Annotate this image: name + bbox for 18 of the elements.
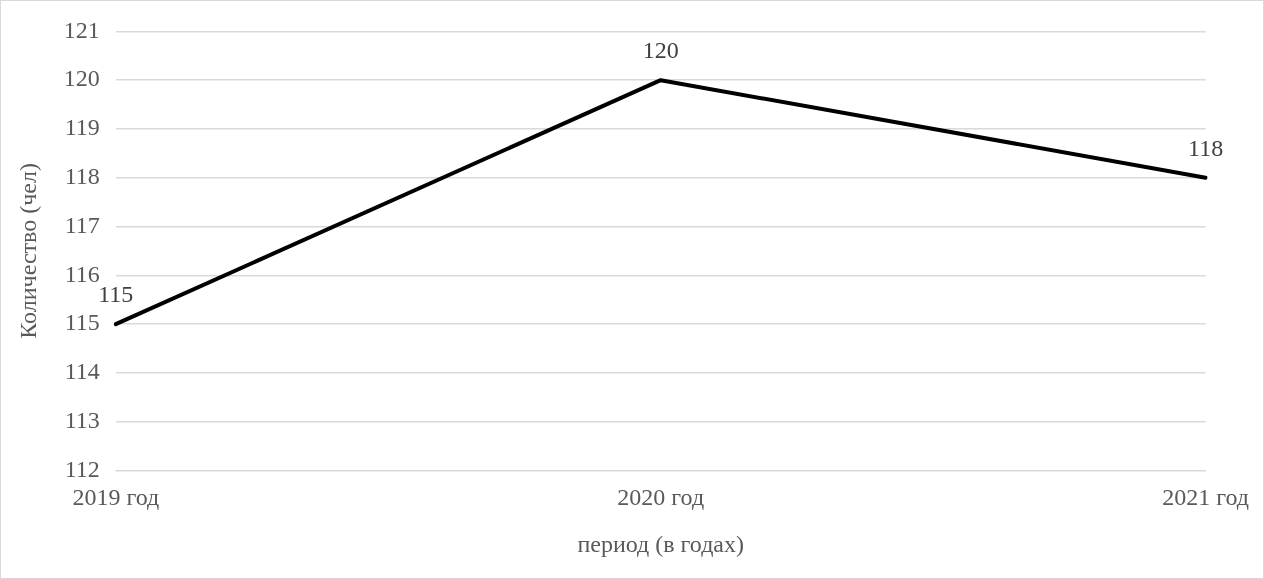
- y-axis-title: Количество (чел): [14, 163, 41, 339]
- y-tick-label: 121: [63, 16, 100, 43]
- y-tick-label: 115: [64, 309, 100, 336]
- x-tick-label: 2021 год: [1162, 484, 1249, 511]
- x-tick-label: 2019 год: [72, 484, 160, 511]
- y-tick-label: 114: [64, 358, 100, 385]
- y-tick-label: 116: [64, 260, 100, 287]
- y-tick-label: 119: [64, 114, 100, 141]
- data-label: 120: [642, 37, 679, 64]
- x-axis-title: период (в годах): [577, 530, 745, 557]
- y-tick-label: 117: [64, 211, 100, 238]
- data-label: 115: [98, 281, 134, 308]
- y-tick-label: 120: [63, 65, 100, 92]
- y-tick-label: 112: [64, 455, 100, 482]
- y-tick-label: 118: [64, 163, 100, 190]
- data-label: 118: [1188, 135, 1224, 162]
- y-tick-label: 113: [64, 406, 100, 433]
- x-tick-label: 2020 год: [617, 484, 705, 511]
